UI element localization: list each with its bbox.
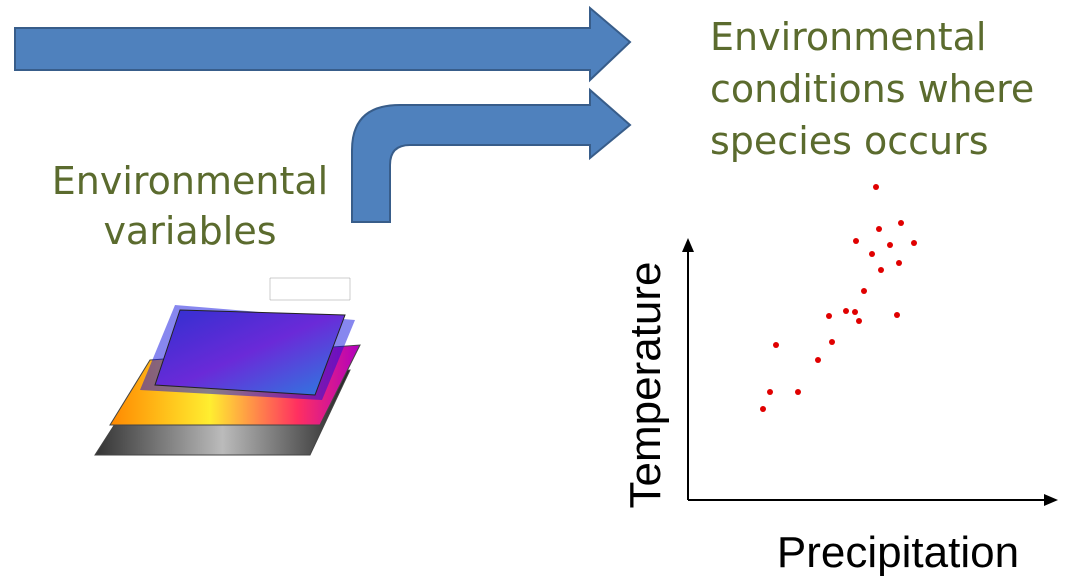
y-axis-label: Temperature xyxy=(621,261,670,508)
y-axis-arrow xyxy=(682,238,694,252)
conditions-label: species occurs xyxy=(710,119,989,163)
x-axis-label: Precipitation xyxy=(777,528,1019,577)
x-axis-arrow xyxy=(1044,494,1058,506)
conditions-label: Environmental xyxy=(710,15,986,59)
scatter-points xyxy=(760,184,917,412)
conditions-label: conditions where xyxy=(710,67,1034,111)
straight-arrow xyxy=(14,5,632,83)
variables-label: variables xyxy=(103,209,276,253)
variables-label: Environmental xyxy=(52,159,328,203)
map-layers xyxy=(94,277,361,456)
bent-arrow xyxy=(351,87,632,223)
